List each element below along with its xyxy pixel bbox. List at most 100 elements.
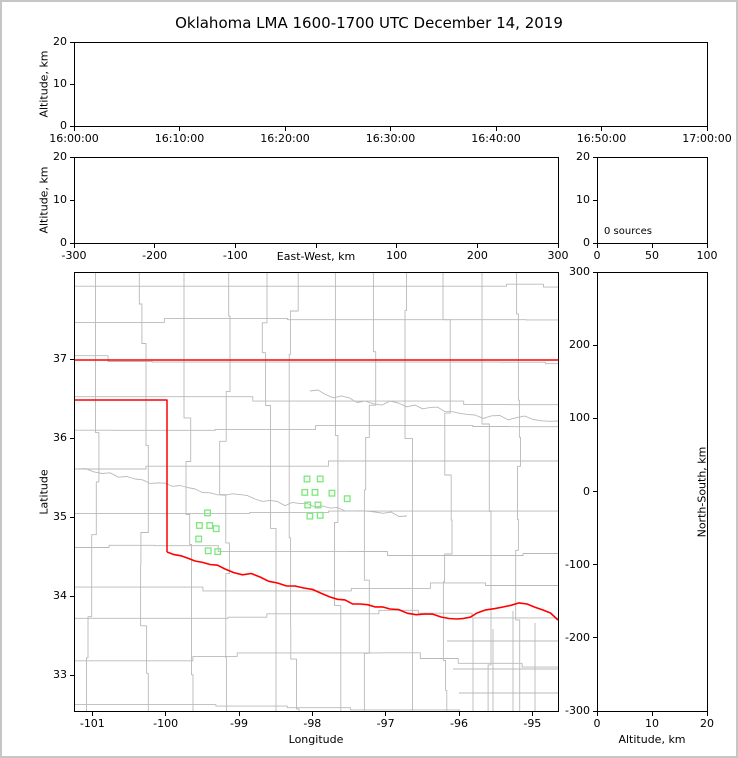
y-tick-label: 20: [53, 150, 67, 163]
county-boundary: [481, 273, 492, 711]
y-tick-mark: [70, 83, 74, 85]
x-tick-label: 50: [645, 249, 659, 262]
y-tick-mark: [593, 710, 597, 712]
y-tick-mark: [70, 125, 74, 127]
y-tick-mark: [70, 516, 74, 518]
y-tick-label: 10: [53, 193, 67, 206]
x-tick-mark: [179, 127, 180, 131]
x-tick-mark: [396, 244, 398, 248]
x-tick-mark: [476, 244, 478, 248]
x-tick-mark: [311, 712, 313, 716]
county-boundary: [75, 510, 558, 514]
x-tick-mark: [596, 244, 598, 248]
x-tick-mark: [596, 712, 598, 716]
y-tick-label: 200: [569, 338, 590, 352]
county-boundary: [86, 273, 100, 711]
lma-source-marker: [316, 511, 324, 519]
y-tick-label: 10: [576, 193, 590, 206]
x-tick-mark: [651, 244, 653, 248]
lma-source-marker: [195, 522, 203, 529]
x-tick-mark: [73, 244, 75, 248]
county-boundary: [288, 273, 300, 711]
y-tick-label: 0: [60, 236, 67, 249]
y-tick-label: 0: [583, 484, 590, 498]
y-tick-label: 35: [53, 510, 67, 524]
y-tick-mark: [70, 41, 74, 43]
x-tick-mark: [238, 712, 240, 716]
x-tick-label: -100: [222, 249, 248, 262]
y-tick-mark: [70, 156, 74, 158]
source-count-annotation: 0 sources: [604, 226, 652, 237]
county-boundary: [404, 273, 413, 711]
x-tick-mark: [234, 244, 236, 248]
lma-source-marker: [314, 501, 322, 509]
lma-source-marker: [311, 488, 319, 496]
panel-map-plan-view: [74, 272, 559, 712]
y-tick-label: -200: [565, 630, 590, 644]
y-tick-mark: [593, 271, 597, 273]
river-gray: [309, 389, 558, 422]
county-boundary: [75, 396, 558, 406]
county-boundary: [363, 273, 377, 711]
x-tick-mark: [284, 127, 286, 131]
y-tick-label: 0: [60, 119, 67, 132]
y-tick-mark: [70, 358, 74, 360]
y-tick-label: 10: [53, 77, 67, 90]
red-river-border: [166, 551, 558, 621]
ylabel-north-south: North-South, km: [695, 446, 709, 538]
y-tick-mark: [593, 344, 597, 346]
y-tick-label: 100: [569, 411, 590, 425]
chart-title: Oklahoma LMA 1600-1700 UTC December 14, …: [175, 14, 563, 32]
xlabel-longitude: Longitude: [288, 733, 344, 746]
xlabel-east-west: East-West, km: [276, 250, 356, 263]
county-boundary: [183, 273, 194, 711]
y-tick-mark: [70, 674, 74, 676]
state-border-panhandle: [75, 399, 168, 552]
x-tick-mark: [706, 244, 708, 248]
county-boundary: [75, 283, 558, 288]
y-tick-label: 20: [576, 150, 590, 163]
x-tick-label: 0: [593, 717, 601, 730]
y-tick-mark: [70, 437, 74, 439]
lma-source-marker: [206, 522, 214, 529]
x-tick-label: 20: [700, 717, 714, 730]
x-tick-label: 16:40:00: [471, 132, 521, 145]
county-boundary: [75, 582, 558, 592]
lma-source-marker: [316, 475, 324, 483]
x-tick-label: -99: [230, 717, 248, 730]
x-tick-label: 16:00:00: [49, 132, 99, 145]
x-tick-label: 16:10:00: [154, 132, 205, 145]
x-tick-label: 16:30:00: [365, 132, 416, 145]
lma-source-marker: [214, 548, 222, 556]
lma-source-marker: [328, 489, 336, 497]
x-tick-mark: [531, 712, 533, 716]
x-tick-mark: [651, 712, 653, 716]
y-tick-label: 37: [53, 352, 67, 365]
x-tick-mark: [458, 712, 460, 716]
x-tick-label: 0: [593, 249, 601, 262]
x-tick-label: 16:20:00: [260, 132, 310, 145]
x-tick-mark: [390, 127, 391, 131]
river-gray: [76, 468, 408, 517]
y-tick-label: 0: [583, 236, 590, 249]
x-tick-label: -95: [523, 717, 542, 730]
y-tick-mark: [593, 242, 597, 244]
county-boundary: [75, 652, 558, 668]
y-tick-mark: [593, 637, 597, 639]
lma-source-marker: [195, 535, 203, 543]
county-boundary: [138, 273, 149, 711]
x-tick-label: -101: [79, 717, 105, 730]
panel-northsouth-vs-altitude: [597, 272, 708, 712]
lma-source-marker: [212, 525, 220, 533]
x-tick-mark: [154, 244, 156, 248]
y-tick-mark: [593, 564, 597, 566]
x-tick-mark: [385, 712, 387, 716]
county-boundary: [515, 273, 521, 711]
x-tick-label: 16:50:00: [576, 132, 627, 145]
county-boundary: [75, 704, 460, 711]
y-tick-label: 34: [53, 589, 67, 603]
county-boundary: [75, 544, 558, 556]
x-tick-label: -200: [142, 249, 168, 262]
y-tick-label: -100: [565, 557, 590, 571]
panel-altitude-vs-eastwest: [74, 157, 559, 244]
